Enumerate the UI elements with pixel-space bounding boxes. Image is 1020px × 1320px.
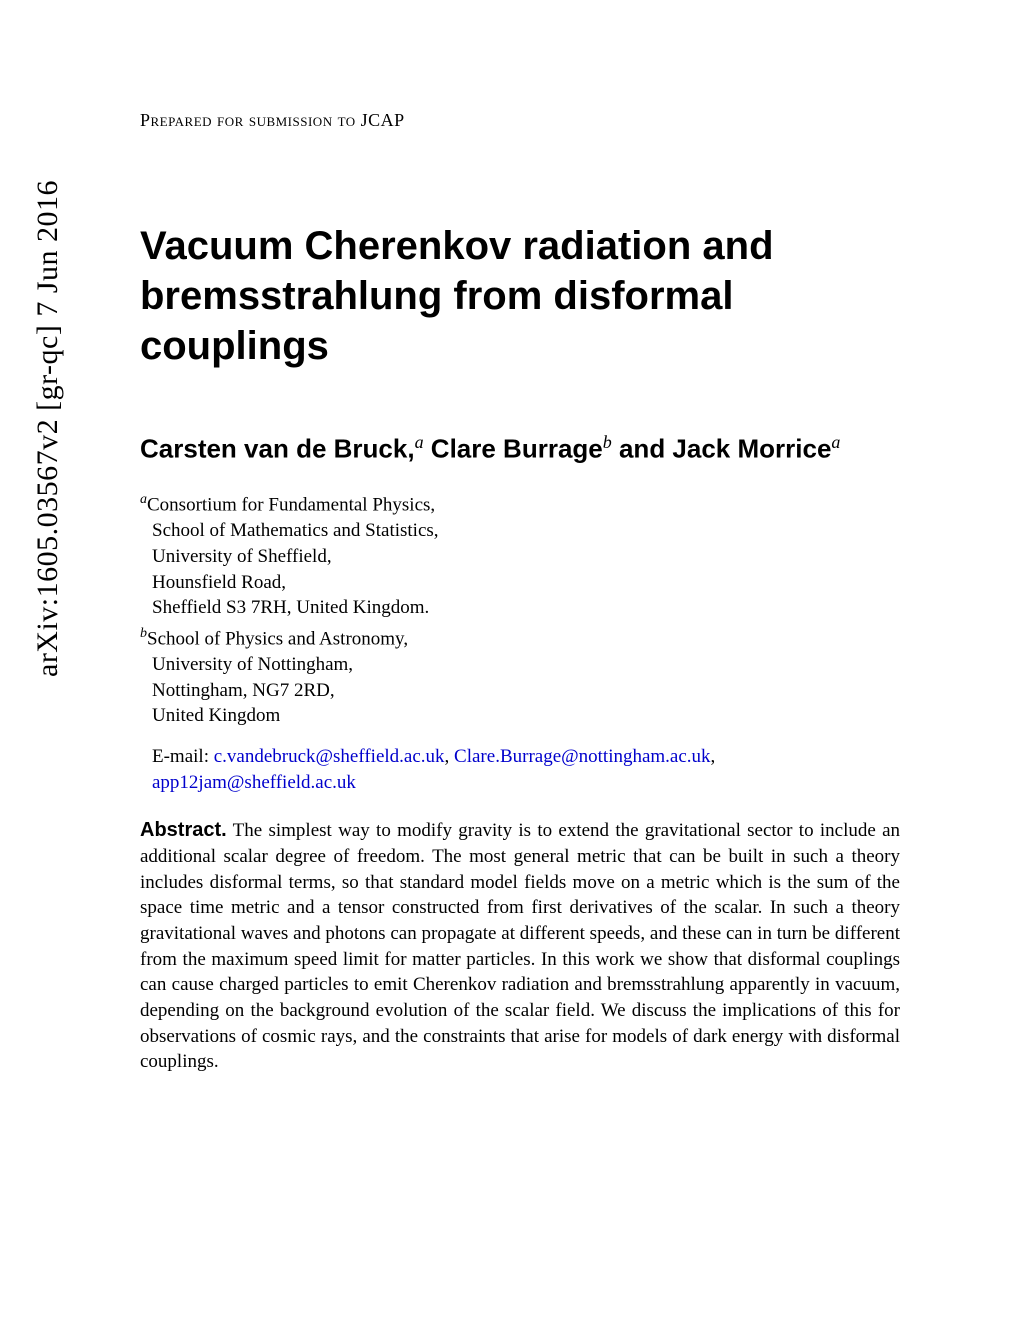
- authors-block: Carsten van de Bruck,a Clare Burrageb an…: [140, 431, 900, 466]
- affiliation-b-line-1: University of Nottingham,: [140, 654, 353, 675]
- arxiv-watermark: arXiv:1605.03567v2 [gr-qc] 7 Jun 2016: [31, 180, 65, 677]
- author-3: and Jack Morrice: [612, 434, 832, 464]
- author-3-aff: a: [831, 432, 840, 452]
- affiliation-b-marker: b: [140, 626, 147, 641]
- author-1-aff: a: [415, 432, 424, 452]
- affiliation-a-line-3: Hounsfield Road,: [140, 572, 286, 593]
- affiliation-a-marker: a: [140, 492, 147, 507]
- affiliation-a: aConsortium for Fundamental Physics, Sch…: [140, 491, 900, 621]
- abstract-block: Abstract. The simplest way to modify gra…: [140, 817, 900, 1075]
- affiliation-b-line-2: Nottingham, NG7 2RD,: [140, 680, 335, 701]
- email-link-2[interactable]: Clare.Burrage@nottingham.ac.uk: [454, 746, 711, 767]
- affiliation-a-line-2: University of Sheffield,: [140, 546, 332, 567]
- affiliation-b-line-3: United Kingdom: [140, 705, 280, 726]
- affiliation-b: bSchool of Physics and Astronomy, Univer…: [140, 625, 900, 729]
- affiliation-b-line-0: School of Physics and Astronomy,: [147, 628, 408, 649]
- emails-block: E-mail: c.vandebruck@sheffield.ac.uk, Cl…: [140, 744, 900, 795]
- affiliation-a-line-4: Sheffield S3 7RH, United Kingdom.: [140, 597, 429, 618]
- author-2: Clare Burrage: [424, 434, 603, 464]
- author-1: Carsten van de Bruck,: [140, 434, 415, 464]
- affiliation-a-line-0: Consortium for Fundamental Physics,: [147, 495, 435, 516]
- paper-title: Vacuum Cherenkov radiation and bremsstra…: [140, 221, 900, 371]
- email-link-1[interactable]: c.vandebruck@sheffield.ac.uk: [214, 746, 445, 767]
- email-link-3[interactable]: app12jam@sheffield.ac.uk: [152, 772, 356, 793]
- affiliation-a-line-1: School of Mathematics and Statistics,: [140, 520, 439, 541]
- email-label: E-mail:: [152, 746, 214, 767]
- paper-page: Prepared for submission to JCAP Vacuum C…: [140, 110, 900, 1075]
- abstract-label: Abstract.: [140, 819, 227, 841]
- author-2-aff: b: [603, 432, 612, 452]
- affiliations-block: aConsortium for Fundamental Physics, Sch…: [140, 491, 900, 728]
- preprint-header: Prepared for submission to JCAP: [140, 110, 900, 131]
- abstract-text: The simplest way to modify gravity is to…: [140, 820, 900, 1072]
